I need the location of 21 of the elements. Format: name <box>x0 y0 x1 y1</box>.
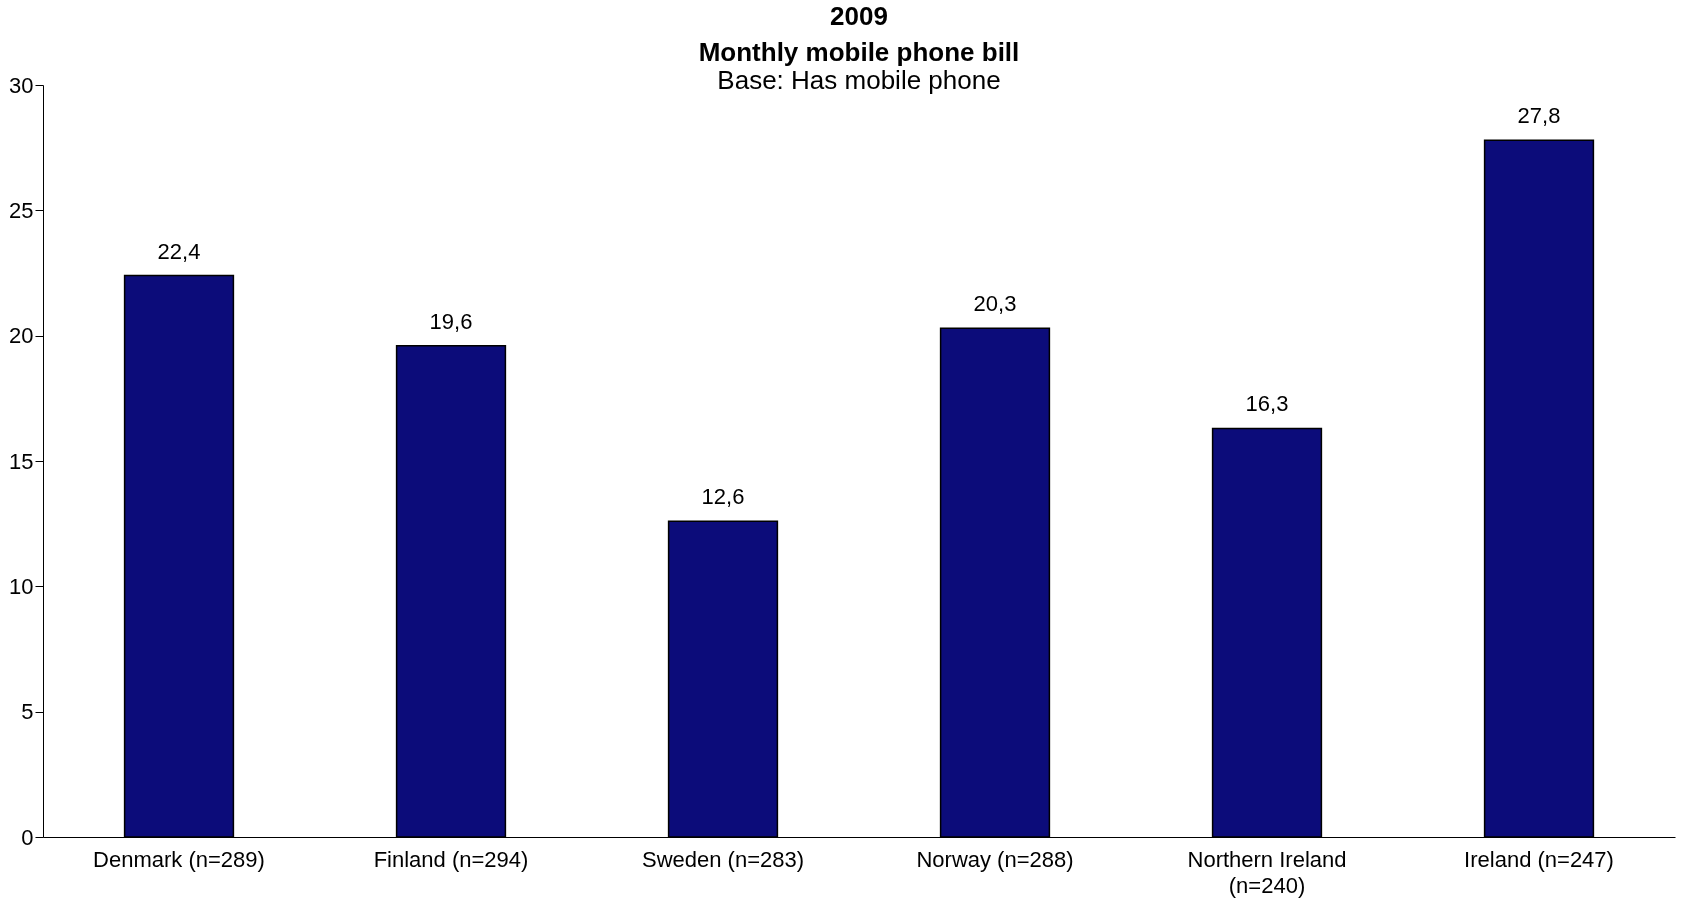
x-tick-label: Ireland (n=247) <box>1464 846 1614 872</box>
data-label: 16,3 <box>1245 391 1289 417</box>
x-tick-label: Sweden (n=283) <box>641 846 805 872</box>
y-tick-label: 15 <box>9 448 34 474</box>
data-label: 19,6 <box>429 308 473 334</box>
x-tick-label: Northern Ireland (n=240) <box>1187 846 1347 898</box>
chart-subtitle: Base: Has mobile phone <box>717 65 1001 95</box>
y-tick-label: 10 <box>9 573 34 599</box>
x-tick-label: Denmark (n=289) <box>93 846 265 872</box>
data-label: 20,3 <box>973 291 1017 317</box>
x-tick-label: Finland (n=294) <box>373 846 529 872</box>
y-tick-label: 20 <box>9 323 34 349</box>
y-tick-label: 25 <box>9 197 34 223</box>
x-tick-label: Norway (n=288) <box>916 846 1074 872</box>
chart-title: 2009 Monthly mobile phone bill <box>698 1 1020 67</box>
y-tick-label: 30 <box>9 72 34 98</box>
data-label: 12,6 <box>701 484 745 510</box>
data-label: 22,4 <box>157 238 201 264</box>
data-label: 27,8 <box>1517 103 1561 129</box>
y-tick-label: 0 <box>21 824 34 850</box>
y-tick-label: 5 <box>21 699 34 725</box>
